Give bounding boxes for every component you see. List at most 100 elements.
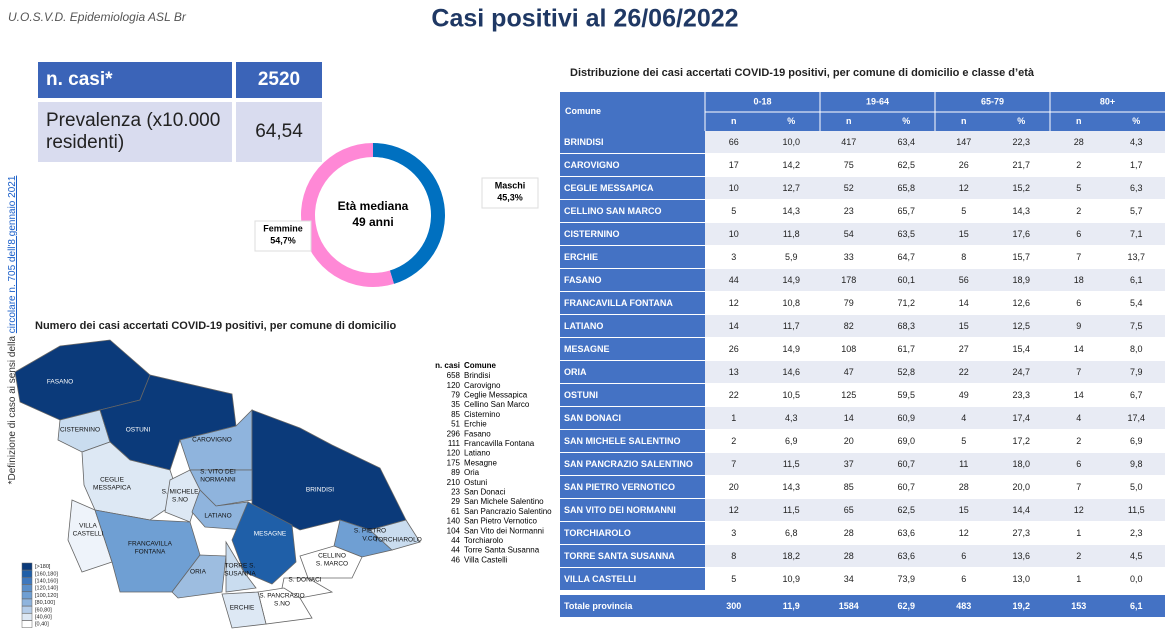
row-header-cell	[560, 453, 705, 475]
table-header-cell: n	[961, 116, 967, 126]
row-header: SAN PANCRAZIO SALENTINO	[564, 459, 693, 469]
region-label: NORMANNI	[200, 477, 236, 484]
table-cell: 33	[844, 252, 854, 262]
region-label: S. MARCO	[316, 561, 348, 568]
row-header-cell	[560, 269, 705, 291]
table-cell: 10,0	[782, 137, 800, 147]
region-label: ERCHIE	[230, 605, 255, 612]
table-cell: 5,9	[785, 252, 798, 262]
row-header-cell	[560, 407, 705, 429]
list-name: Carovigno	[464, 381, 501, 390]
table-cell: 11,5	[783, 505, 800, 515]
table-cell: 11,8	[783, 229, 800, 239]
table-cell: 13,0	[1012, 574, 1030, 584]
legend-swatch	[21, 598, 33, 607]
table-row	[560, 361, 1165, 383]
region-label: S. PANCRAZIO	[259, 593, 304, 600]
list-name: San Donaci	[464, 488, 506, 497]
table-cell: 60,7	[897, 459, 915, 469]
table-cell: 5,7	[1130, 206, 1143, 216]
table-cell: 5	[731, 206, 736, 216]
table-cell: 27,3	[1012, 528, 1030, 538]
table-title: Distribuzione dei casi accertati COVID-1…	[570, 67, 1035, 79]
table-cell: 20	[729, 482, 739, 492]
list-name: Torre Santa Susanna	[464, 546, 540, 555]
list-name: Ceglie Messapica	[464, 391, 528, 400]
table-cell: 28	[844, 528, 854, 538]
table-cell: 79	[844, 298, 854, 308]
table-cell: 5	[961, 206, 966, 216]
legend-swatch	[21, 584, 33, 592]
table-cell: 17,6	[1012, 229, 1030, 239]
row-header-cell	[560, 522, 705, 544]
list-count: 111	[448, 439, 461, 448]
table-cell: 12	[959, 528, 969, 538]
map-region	[171, 554, 227, 599]
table-row	[560, 292, 1165, 314]
summary-label: Prevalenza (x10.000 residenti)	[38, 102, 232, 162]
table-row	[560, 522, 1165, 544]
row-header: SAN VITO DEI NORMANNI	[564, 505, 676, 515]
table-cell: 18	[1074, 275, 1084, 285]
table-header-cell: n	[846, 116, 852, 126]
legend-label: [40,60]	[35, 614, 52, 620]
table-row	[560, 177, 1165, 199]
list-name: Ostuni	[464, 478, 487, 487]
table-header-cell: %	[1132, 116, 1140, 126]
footnote-link[interactable]: circolare n. 705 dell'8 gennaio 2021	[7, 175, 18, 333]
table-cell: 12	[1074, 505, 1084, 515]
table-cell: 65,8	[897, 183, 915, 193]
legend-label: [140,160]	[35, 578, 58, 584]
table-cell: 10	[729, 183, 739, 193]
table-header-cell: Comune	[565, 106, 601, 116]
table-cell: 6	[961, 551, 966, 561]
list-count: 29	[451, 497, 460, 506]
list-name: Oria	[464, 468, 480, 477]
table-cell: 5,0	[1130, 482, 1143, 492]
list-name: San Vito dei Normanni	[464, 526, 544, 535]
table-cell: 49	[959, 390, 969, 400]
table-header-cell: 0-18	[753, 96, 771, 106]
region-label: S.NO	[172, 497, 188, 504]
legend-swatch	[21, 562, 33, 571]
table-cell: 108	[841, 344, 856, 354]
table-row	[560, 499, 1165, 521]
table-cell: 7	[731, 459, 736, 469]
table-cell: 4	[961, 413, 966, 423]
table-cell: 147	[956, 137, 971, 147]
table-cell: 56	[959, 275, 969, 285]
table-header-cell: n	[1076, 116, 1082, 126]
summary-value: 2520	[232, 62, 322, 98]
region-label: CELLINO	[318, 553, 346, 560]
table-header-cell: 19-64	[866, 96, 889, 106]
legend-label: [160,180]	[35, 571, 58, 577]
table-cell: 483	[956, 601, 971, 611]
table-cell: 14	[1074, 390, 1084, 400]
map-region	[225, 540, 257, 593]
row-header-cell	[560, 315, 705, 337]
table-cell: 417	[841, 137, 856, 147]
table-row	[560, 384, 1165, 406]
table-cell: 11,9	[783, 601, 800, 611]
table-cell: 63,6	[897, 528, 915, 538]
list-name: Torchiarolo	[464, 536, 504, 545]
table-cell: 69,0	[897, 436, 915, 446]
table-cell: 24,7	[1012, 367, 1030, 377]
table-cell: 6,1	[1130, 601, 1143, 611]
donut-center-text: Età mediana	[338, 199, 409, 213]
table-cell: 6,9	[785, 436, 798, 446]
table-cell: 34	[844, 574, 854, 584]
table-cell: 17	[729, 160, 739, 170]
list-header: Comune	[464, 361, 497, 370]
table-cell: 47	[844, 367, 854, 377]
list-name: Villa Castelli	[464, 555, 508, 564]
row-header: ORIA	[564, 367, 587, 377]
table-cell: 14,9	[782, 275, 800, 285]
region-label: SUSANNA	[224, 571, 256, 578]
table-cell: 28	[1074, 137, 1084, 147]
table-cell: 10,9	[782, 574, 800, 584]
table-cell: 22	[959, 367, 969, 377]
table-cell: 2	[1076, 551, 1081, 561]
label-box	[481, 177, 539, 209]
